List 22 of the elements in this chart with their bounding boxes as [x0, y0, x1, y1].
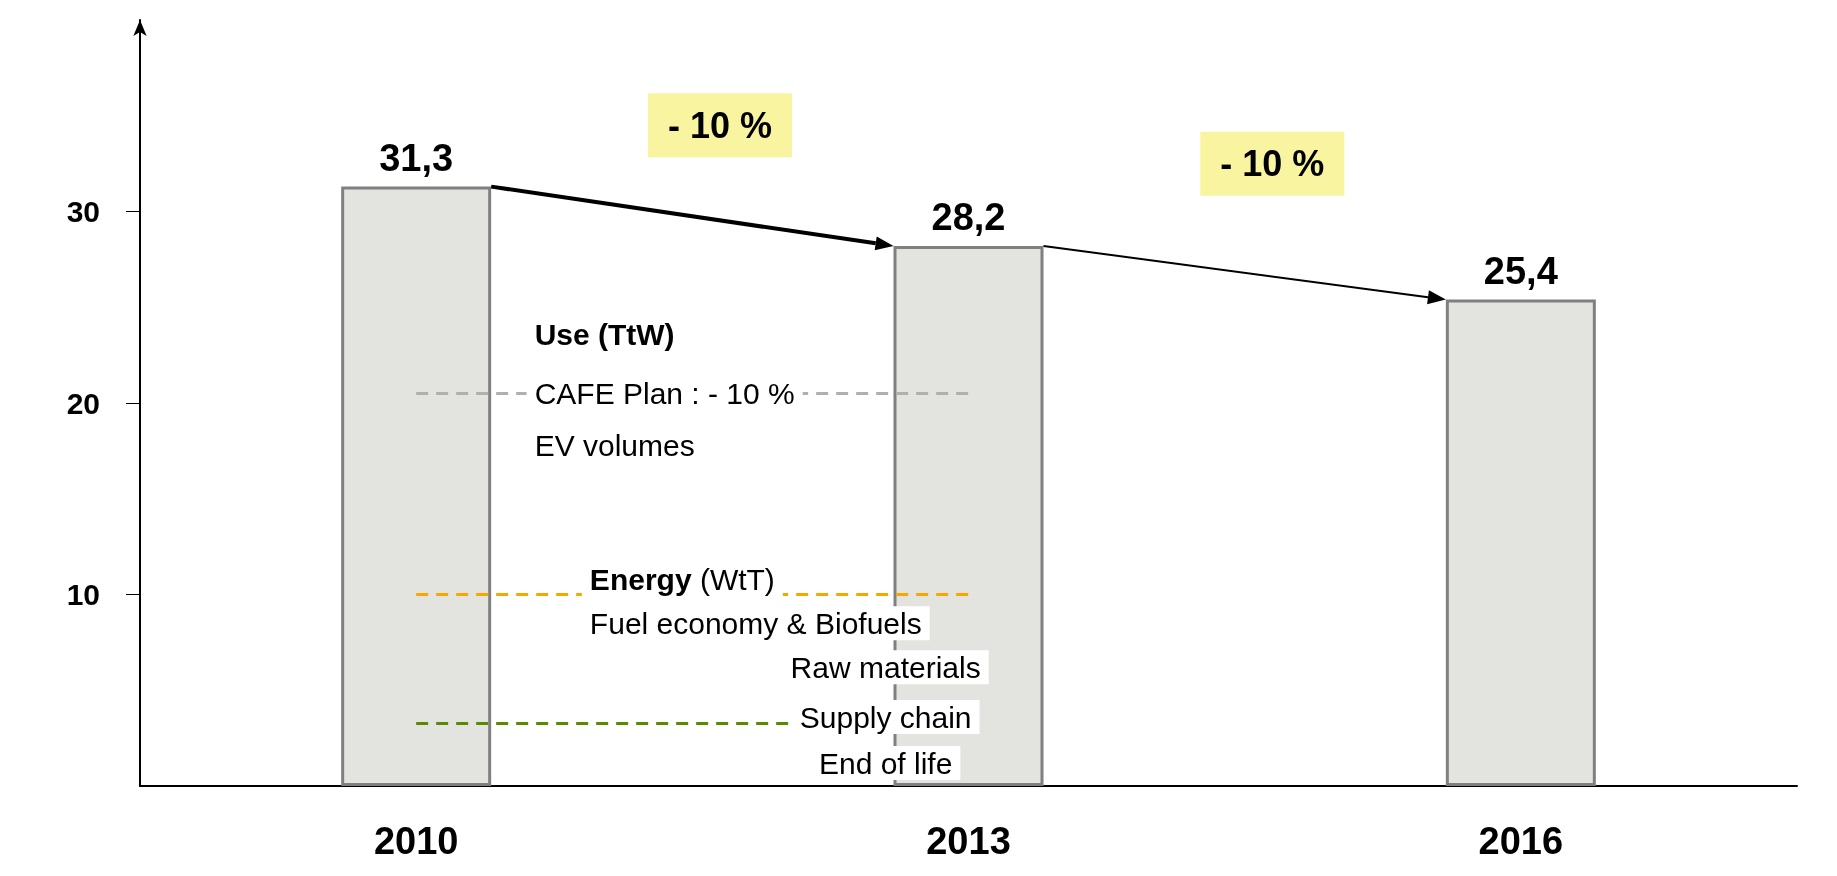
annotation: - 10 % [667, 104, 772, 146]
y-tick-label: 30 [66, 195, 100, 228]
x-tick-label: 2016 [1478, 820, 1564, 862]
data-label: 31,3 [379, 136, 454, 179]
bar [341, 186, 492, 786]
bar [1445, 299, 1596, 786]
annotation: CAFE Plan : - 10 % [534, 376, 795, 410]
y-tick-label: 10 [66, 578, 100, 611]
annotation: Raw materials [790, 650, 981, 684]
annotation: (WtT) [691, 562, 775, 596]
annotation: Fuel economy & Biofuels [589, 606, 922, 640]
y-tick-label: 20 [66, 386, 100, 420]
annotation: Use (TtW) [534, 317, 675, 351]
x-tick-label: 2013 [926, 820, 1011, 862]
data-label: 28,2 [931, 195, 1006, 238]
x-tick-label: 2010 [373, 820, 459, 862]
annotation: Supply chain [799, 700, 972, 734]
annotation: Energy [589, 562, 692, 596]
annotation: EV volumes [534, 428, 695, 462]
annotation: End of life [818, 746, 953, 780]
annotation: - 10 % [1220, 143, 1325, 185]
data-label: 25,4 [1483, 249, 1558, 292]
